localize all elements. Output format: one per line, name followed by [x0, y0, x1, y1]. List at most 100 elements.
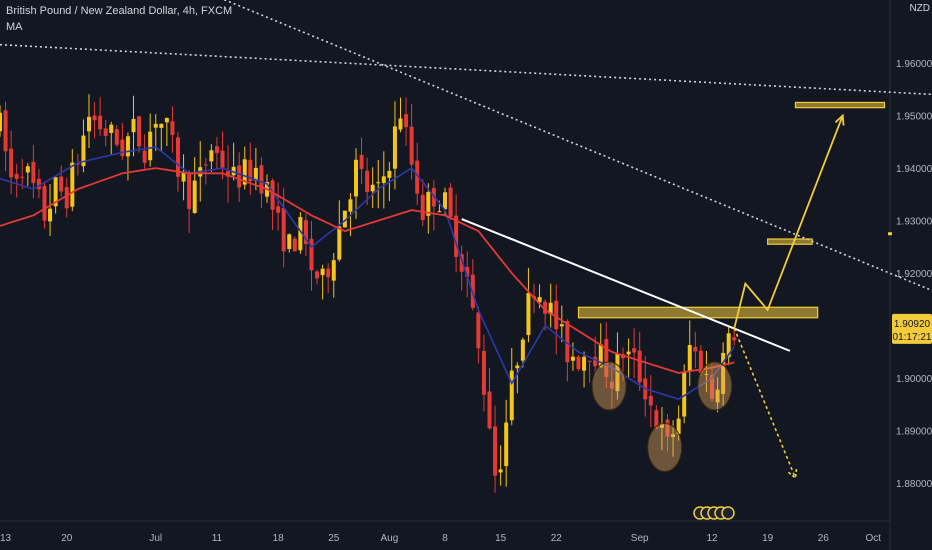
x-tick-label: 18 [273, 533, 285, 544]
candle-body [226, 171, 231, 177]
candle-body [287, 234, 292, 249]
currency-label: NZD [909, 3, 930, 14]
ma-slow-line [0, 167, 735, 374]
x-tick-label: 13 [0, 533, 12, 544]
candle-body [582, 356, 587, 371]
candle-body [109, 124, 114, 133]
candle-body [559, 324, 564, 327]
candle-body [604, 339, 609, 377]
y-tick-label: 1.94000 [896, 164, 932, 175]
candle-body [721, 352, 726, 394]
pattern-circle [647, 423, 683, 473]
candle-body [292, 238, 297, 252]
candle-body [609, 381, 614, 389]
neckline [461, 218, 791, 352]
candle-body [381, 176, 386, 183]
economic-event-icon [721, 506, 735, 520]
x-tick-label: 11 [212, 533, 223, 544]
candle-body [187, 172, 192, 210]
candle-body [20, 176, 25, 178]
candle-body [342, 210, 347, 228]
candle-body [192, 180, 197, 213]
candle-body [87, 116, 91, 132]
candle-body [454, 215, 459, 257]
y-tick-label: 1.95000 [896, 112, 932, 123]
candle-body [14, 173, 19, 179]
supply-zone [794, 101, 886, 109]
candle-body [520, 339, 525, 361]
x-tick-label: 15 [495, 533, 507, 544]
candle-body [231, 166, 236, 176]
x-tick-label: Jul [149, 533, 162, 544]
candle-body [298, 217, 303, 251]
candle-body [354, 159, 358, 197]
candle-body [415, 160, 420, 194]
candle-body [565, 321, 570, 363]
candle-body [404, 114, 409, 128]
candle-body [548, 302, 553, 315]
candle-body [259, 165, 264, 194]
candle-body [248, 159, 253, 182]
candle-body [64, 187, 69, 209]
candle-body [726, 333, 731, 358]
candle-body [465, 266, 470, 277]
candle-body [331, 260, 336, 281]
candle-body [170, 121, 175, 135]
candle-body [337, 226, 342, 260]
candle-body [159, 123, 164, 128]
candle-body [59, 176, 64, 192]
candle-body [92, 115, 97, 121]
x-tick-label: 8 [442, 533, 448, 544]
bar-countdown: 01:17:21 [893, 332, 932, 343]
candle-body [537, 297, 542, 303]
candle-body [214, 146, 219, 154]
candle-body [671, 434, 676, 438]
pattern-circle [697, 361, 733, 411]
candle-body [487, 391, 492, 429]
projection-up-arrowhead [834, 113, 845, 126]
candle-body [437, 211, 442, 213]
candle-body [9, 148, 14, 178]
candle-body [576, 356, 581, 370]
candle-body [176, 137, 180, 177]
candle-body [632, 348, 637, 353]
candle-body [315, 271, 320, 279]
projection-down-arrowhead [787, 468, 798, 480]
candle-body [70, 162, 75, 207]
candle-body [570, 356, 575, 361]
last-price-value: 1.90920 [894, 319, 931, 330]
candle-body [598, 344, 603, 368]
candle-body [3, 110, 8, 152]
candle-body [103, 128, 108, 137]
candle-body [242, 159, 247, 185]
candle-body [515, 365, 520, 369]
candle-body [281, 207, 286, 252]
candle-body [409, 126, 414, 165]
y-tick-label: 1.89000 [896, 427, 932, 438]
candle-body [732, 337, 737, 341]
candles-group [0, 94, 737, 493]
candle-body [659, 423, 664, 428]
candle-body [253, 167, 258, 181]
candle-body [504, 422, 509, 467]
candle-body [554, 300, 559, 330]
candle-body [387, 170, 392, 178]
candle-body [348, 199, 353, 212]
candle-body [593, 356, 598, 367]
candle-body [704, 373, 709, 375]
y-tick-label: 1.92000 [896, 269, 932, 280]
candle-body [543, 301, 548, 314]
candle-body [42, 185, 47, 221]
candle-body [237, 165, 242, 188]
candle-body [587, 360, 592, 362]
ma-fast-line [0, 146, 735, 401]
candle-body [443, 192, 447, 210]
supply-zone [767, 238, 813, 245]
candle-body [303, 220, 308, 244]
candle-body [81, 135, 86, 167]
candle-body [25, 166, 30, 173]
candle-body [114, 129, 119, 145]
supply-zone [577, 306, 819, 319]
